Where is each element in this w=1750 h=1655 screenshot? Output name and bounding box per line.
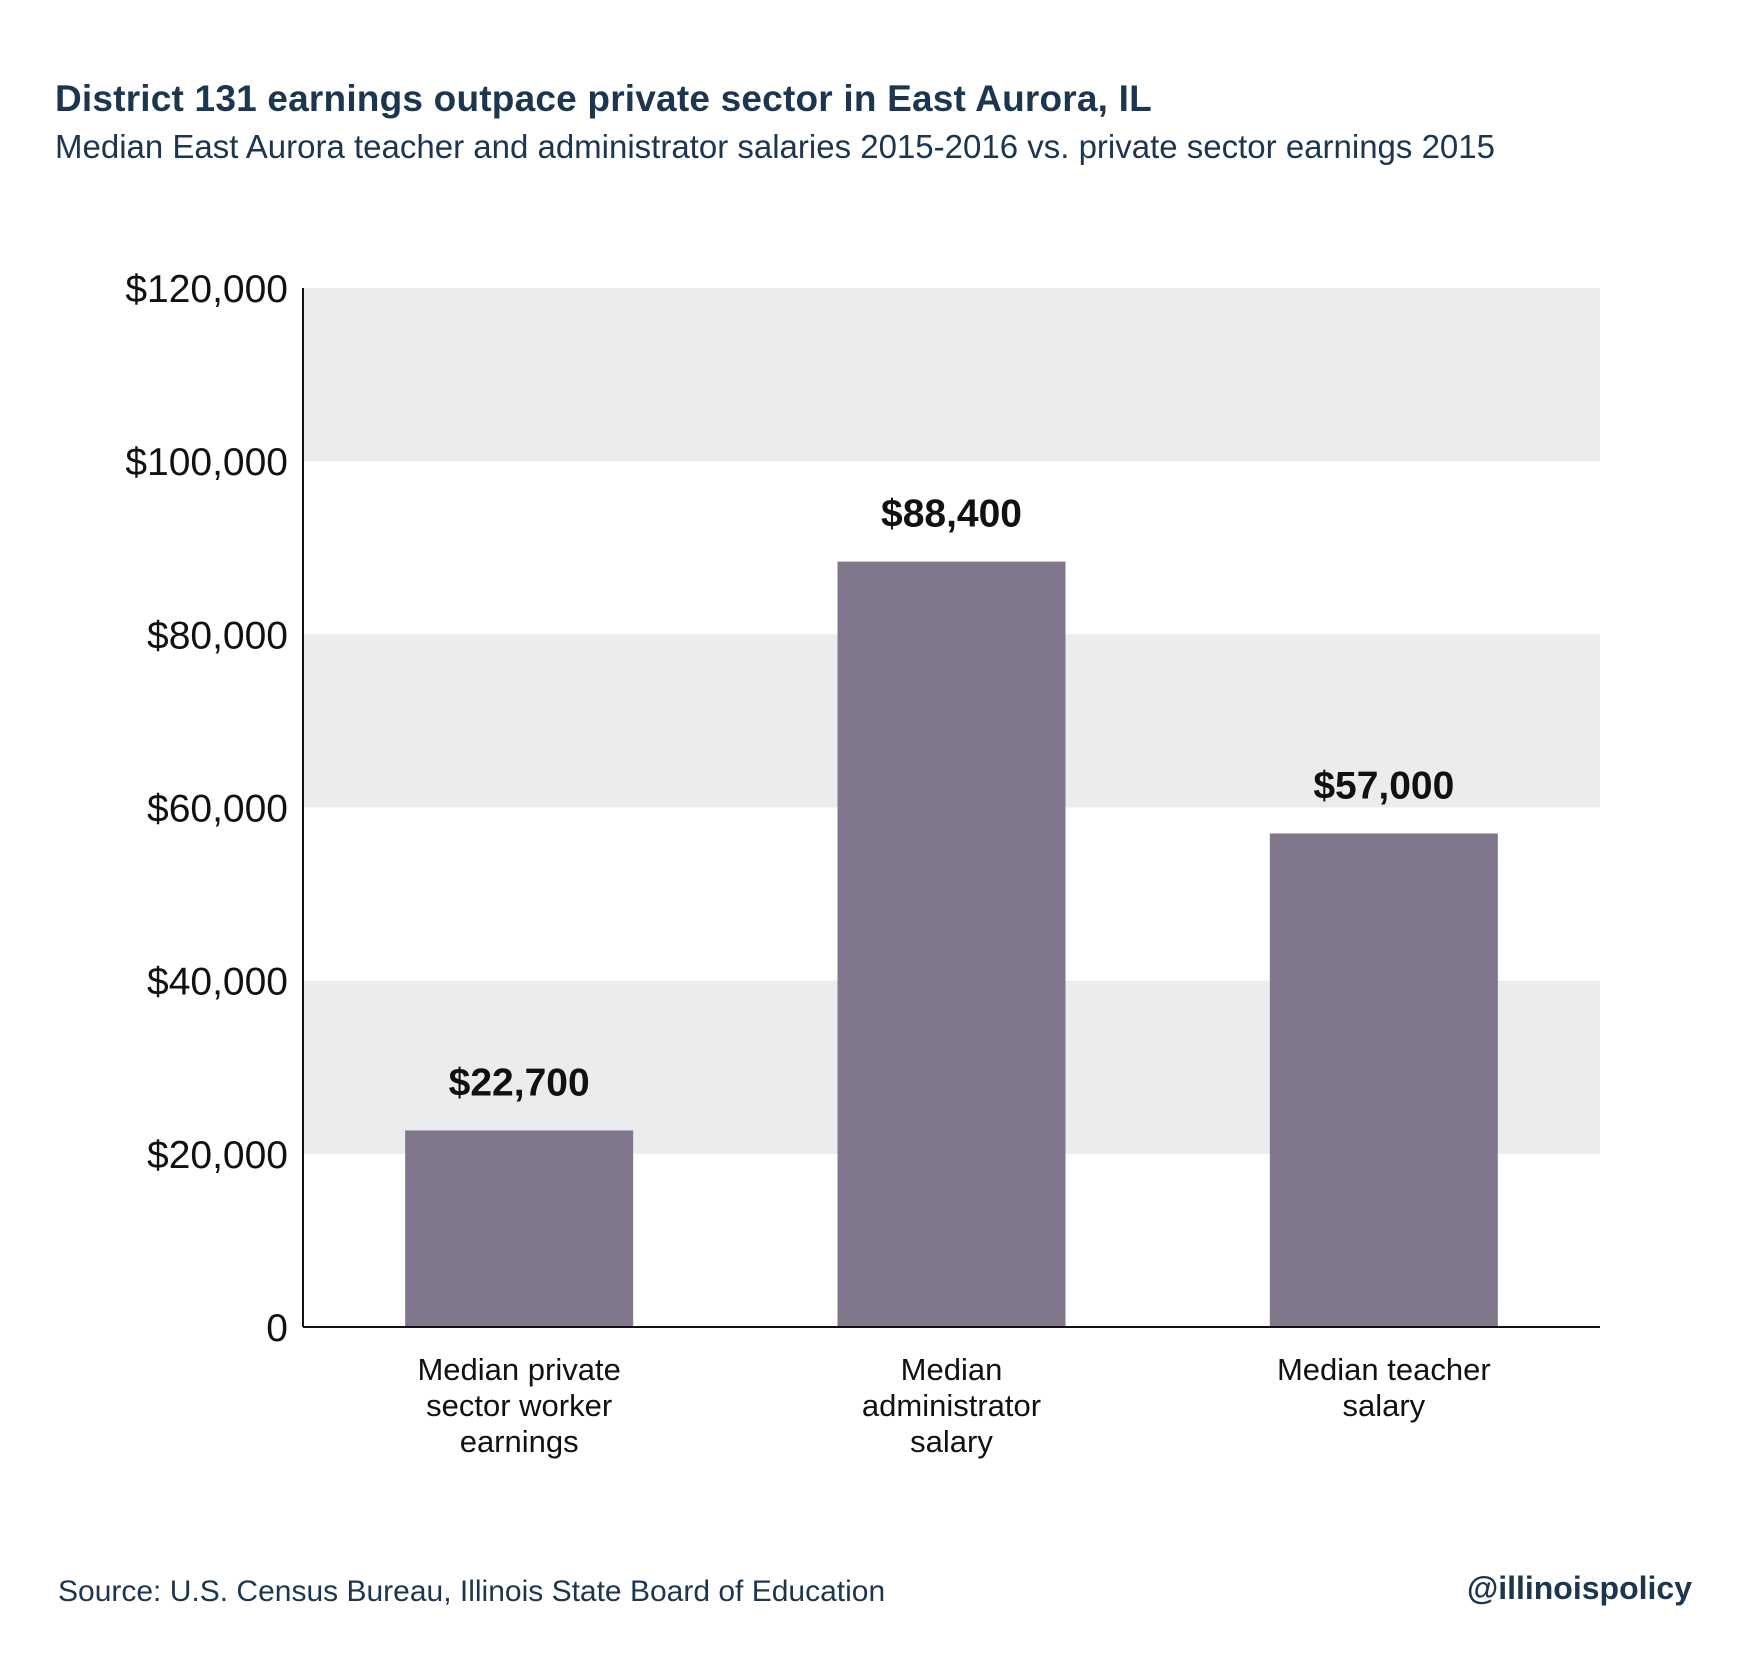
data-label: $22,700	[449, 1061, 590, 1104]
y-tick-label: $80,000	[147, 614, 288, 657]
x-category-label: sector worker	[426, 1388, 612, 1423]
bar	[837, 561, 1066, 1327]
data-label: $57,000	[1313, 764, 1454, 807]
source-note: Source: U.S. Census Bureau, Illinois Sta…	[58, 1575, 886, 1608]
x-category-label: earnings	[460, 1424, 579, 1459]
bar	[405, 1130, 634, 1327]
x-category-label: salary	[1342, 1388, 1425, 1423]
x-category-label: Median	[901, 1352, 1003, 1387]
x-category-label: administrator	[862, 1388, 1041, 1423]
y-tick-label: $20,000	[147, 1134, 288, 1177]
x-category-label: salary	[910, 1424, 993, 1459]
y-tick-label: $100,000	[125, 441, 288, 484]
x-category-label: Median teacher	[1277, 1352, 1491, 1387]
y-tick-label: $120,000	[125, 268, 288, 311]
data-label: $88,400	[881, 493, 1022, 536]
chart-title: District 131 earnings outpace private se…	[55, 78, 1152, 119]
bar	[1269, 833, 1498, 1327]
grid-band	[303, 288, 1600, 462]
x-category-label: Median private	[417, 1352, 620, 1387]
y-tick-label: $40,000	[147, 961, 288, 1004]
chart-subtitle: Median East Aurora teacher and administr…	[55, 128, 1495, 165]
y-tick-label: 0	[266, 1307, 288, 1350]
brand-handle: @illinoispolicy	[1466, 1570, 1692, 1606]
y-tick-label: $60,000	[147, 788, 288, 831]
